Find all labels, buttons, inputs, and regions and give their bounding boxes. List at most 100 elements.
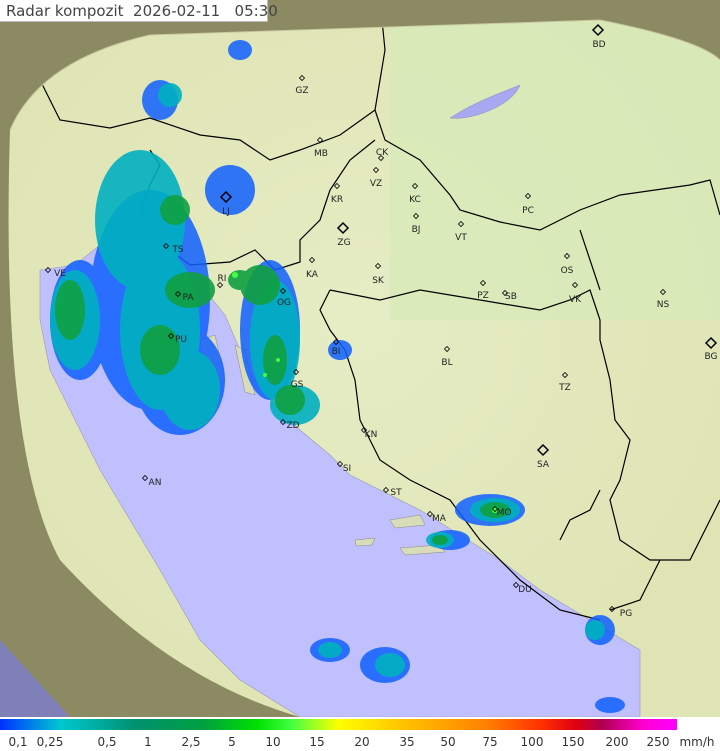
legend-label: 150 bbox=[561, 735, 585, 749]
city-label: KA bbox=[306, 270, 319, 280]
city-label: BG bbox=[705, 352, 718, 362]
precipitation bbox=[50, 40, 625, 713]
city-label: GZ bbox=[295, 86, 308, 96]
city-marker-icon bbox=[332, 338, 340, 346]
city-marker-icon bbox=[141, 474, 149, 482]
legend-label: 15 bbox=[309, 735, 325, 749]
legend-label: 0,5 bbox=[97, 735, 117, 749]
legend-label: 200 bbox=[605, 735, 629, 749]
city-marker-icon bbox=[591, 23, 605, 37]
outside-coverage-west-sea bbox=[0, 640, 70, 717]
city-si: SI bbox=[336, 460, 351, 474]
city-ck: CK bbox=[376, 148, 389, 162]
city-marker-icon bbox=[571, 281, 579, 289]
lake-balaton bbox=[449, 84, 521, 119]
city-label: ST bbox=[390, 488, 402, 498]
city-kn: KN bbox=[360, 426, 377, 440]
legend-label: 10 bbox=[265, 735, 281, 749]
city-label: BJ bbox=[412, 225, 421, 235]
city-pg: PG bbox=[608, 605, 632, 619]
city-label: ZG bbox=[337, 238, 350, 248]
city-marker-icon bbox=[336, 221, 350, 235]
city-du: DU bbox=[512, 581, 532, 595]
city-marker-icon bbox=[174, 290, 182, 298]
city-label: KC bbox=[409, 195, 421, 205]
city-pu: PU bbox=[167, 332, 187, 345]
city-os: OS bbox=[561, 252, 574, 276]
city-label: OG bbox=[277, 298, 291, 308]
city-label: SK bbox=[372, 276, 385, 286]
city-bl: BL bbox=[441, 345, 453, 368]
legend-unit: mm/h bbox=[679, 735, 715, 749]
city-ma: MA bbox=[426, 510, 447, 524]
city-marker-icon bbox=[336, 460, 344, 468]
city-label: PG bbox=[620, 609, 632, 619]
city-label: PC bbox=[522, 206, 534, 216]
city-vk: VK bbox=[569, 281, 582, 305]
city-label: BI bbox=[332, 347, 341, 357]
city-bd: BD bbox=[591, 23, 606, 50]
legend-label: 75 bbox=[482, 735, 498, 749]
city-lj: LJ bbox=[219, 190, 233, 217]
city-label: GS bbox=[291, 380, 304, 390]
city-kr: KR bbox=[331, 182, 343, 205]
city-marker-icon bbox=[411, 182, 419, 190]
city-vt: VT bbox=[455, 220, 467, 243]
legend-label: 35 bbox=[399, 735, 415, 749]
city-og: OG bbox=[277, 287, 291, 308]
city-bi: BI bbox=[332, 338, 341, 357]
city-marker-icon bbox=[298, 74, 306, 82]
city-label: VE bbox=[54, 269, 66, 279]
pannonian-plain bbox=[390, 20, 720, 320]
city-marker-icon bbox=[443, 345, 451, 353]
city-ve: VE bbox=[44, 266, 66, 279]
city-an: AN bbox=[141, 474, 161, 488]
city-marker-icon bbox=[162, 242, 170, 250]
city-marker-icon bbox=[659, 288, 667, 296]
city-pc: PC bbox=[522, 192, 534, 216]
city-marker-icon bbox=[704, 336, 718, 350]
city-label: PZ bbox=[477, 291, 489, 301]
city-marker-icon bbox=[426, 510, 434, 518]
city-marker-icon bbox=[457, 220, 465, 228]
city-marker-icon bbox=[563, 252, 571, 260]
city-label: PA bbox=[182, 293, 194, 303]
city-label: MO bbox=[497, 508, 512, 518]
city-marker-icon bbox=[479, 279, 487, 287]
city-label: TZ bbox=[558, 383, 571, 393]
legend-label: 100 bbox=[520, 735, 544, 749]
city-bj: BJ bbox=[412, 212, 421, 235]
city-label: LJ bbox=[222, 207, 230, 217]
city-marker-icon bbox=[292, 368, 300, 376]
legend-label: 20 bbox=[354, 735, 370, 749]
city-marker-icon bbox=[412, 212, 420, 220]
legend-color-scale bbox=[0, 719, 677, 730]
legend-label: 2,5 bbox=[181, 735, 201, 749]
city-marker-icon bbox=[167, 332, 175, 340]
city-marker-icon bbox=[372, 166, 380, 174]
city-marker-icon bbox=[360, 426, 368, 434]
legend-label: 50 bbox=[440, 735, 456, 749]
city-label: BL bbox=[441, 358, 452, 368]
legend-label: 5 bbox=[228, 735, 236, 749]
city-zd: ZD bbox=[279, 418, 300, 431]
city-pa: PA bbox=[174, 290, 194, 303]
city-marker-icon bbox=[501, 289, 509, 297]
city-sk: SK bbox=[372, 262, 385, 286]
city-label: OS bbox=[561, 266, 574, 276]
city-label: MB bbox=[314, 149, 328, 159]
city-marker-icon bbox=[216, 281, 224, 289]
city-zg: ZG bbox=[336, 221, 351, 248]
city-marker-icon bbox=[219, 190, 233, 204]
city-marker-icon bbox=[308, 256, 316, 264]
city-ns: NS bbox=[657, 288, 670, 310]
city-label: VK bbox=[569, 295, 582, 305]
radar-map[interactable]: BD GZ MB CK VZ KR KC PC LJ BJ VT ZG TS OS VE RI KA SK PZ SB… bbox=[0, 0, 720, 717]
legend-label: 1 bbox=[144, 735, 152, 749]
country-borders bbox=[39, 20, 720, 621]
title-time: 05:30 bbox=[234, 2, 278, 20]
city-marker-icon bbox=[316, 136, 324, 144]
city-gz: GZ bbox=[295, 74, 309, 96]
city-kc: KC bbox=[409, 182, 421, 205]
city-marker-icon bbox=[377, 154, 385, 162]
